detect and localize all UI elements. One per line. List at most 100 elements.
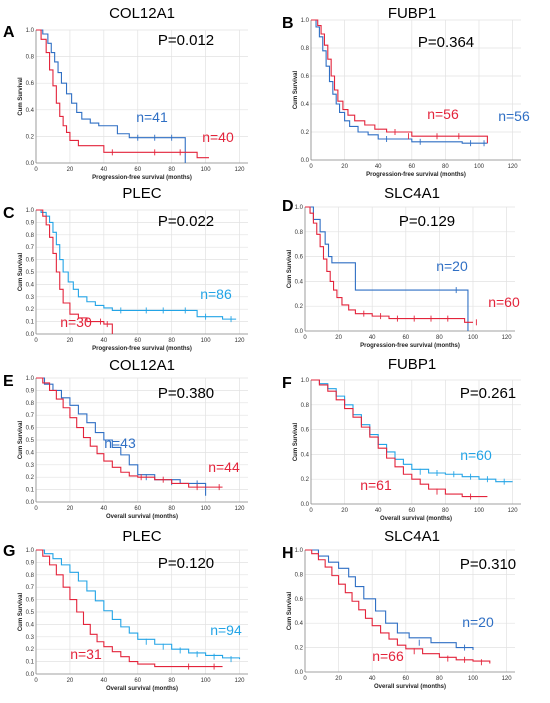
y-tick-label: 0.8 [26, 573, 35, 579]
x-tick-label: 80 [442, 508, 449, 514]
x-tick-label: 100 [474, 508, 485, 514]
y-axis-label: Cum Survival [18, 253, 24, 292]
x-tick-label: 0 [309, 164, 313, 170]
panel-c: 0 20 40 60 80 100 120 0.0 0.1 0.2 0.3 0.4 0.5 0.6 0.7 0… [3, 185, 248, 352]
y-tick-label: 0.0 [301, 158, 310, 164]
n-label: n=56 [427, 106, 459, 122]
y-axis-label: Cum Survival [287, 592, 293, 631]
x-tick-label: 20 [341, 164, 348, 170]
panel-letter: B [282, 15, 294, 32]
panel-f: 0 20 40 60 80 100 120 0.0 0.2 0.4 0.6 0.8 1.0 Overall… [282, 356, 521, 522]
x-tick-label: 80 [436, 335, 443, 341]
y-tick-label: 0.2 [26, 475, 35, 481]
panel-d: 0 20 40 60 80 100 120 0.0 0.2 0.4 0.6 0.8 1.0 Progres… [282, 185, 520, 349]
p-value: P=0.380 [158, 385, 214, 402]
p-value: P=0.129 [399, 213, 455, 230]
y-tick-label: 0.5 [26, 610, 35, 616]
x-tick-label: 60 [408, 508, 415, 514]
panel-g: 0 20 40 60 80 100 120 0.0 0.1 0.2 0.3 0.4 0.5 0.6 0.7 0… [3, 528, 248, 692]
y-tick-label: 0.7 [26, 245, 35, 251]
y-tick-label: 0.4 [26, 108, 35, 114]
y-tick-label: 1.0 [26, 208, 35, 214]
y-tick-label: 0.0 [26, 672, 35, 678]
panel-letter: F [282, 375, 292, 392]
y-tick-label: 0.6 [295, 255, 304, 261]
n-label: n=60 [460, 447, 492, 463]
chart-title: PLEC [122, 185, 161, 202]
panel-letter: E [3, 373, 14, 390]
n-label: n=61 [360, 477, 392, 493]
p-value: P=0.012 [158, 32, 214, 49]
y-tick-label: 1.0 [26, 376, 35, 382]
chart-title: SLC4A1 [384, 185, 440, 202]
x-tick-label: 0 [303, 335, 307, 341]
y-tick-label: 0.7 [26, 413, 35, 419]
y-tick-label: 1.0 [301, 18, 310, 24]
survival-curve [36, 549, 241, 660]
y-tick-label: 1.0 [295, 205, 304, 211]
y-tick-label: 0.2 [26, 134, 35, 140]
x-tick-label: 120 [502, 335, 513, 341]
x-tick-label: 20 [335, 676, 342, 682]
survival-curve [305, 206, 473, 323]
y-tick-label: 0.9 [26, 220, 35, 226]
y-tick-label: 0.0 [26, 332, 35, 338]
y-tick-label: 0.2 [301, 130, 310, 136]
chart-title: COL12A1 [109, 357, 175, 374]
panel-letter: D [282, 198, 294, 215]
n-label: n=40 [202, 129, 234, 145]
x-tick-label: 20 [341, 508, 348, 514]
x-tick-label: 40 [100, 506, 107, 512]
y-axis-label: Cum Survival [18, 593, 24, 632]
y-tick-label: 0.1 [26, 660, 35, 666]
x-tick-label: 120 [235, 338, 246, 344]
y-tick-label: 0.0 [295, 329, 304, 335]
x-tick-label: 60 [402, 676, 409, 682]
y-tick-label: 0.4 [26, 622, 35, 628]
survival-curve [311, 379, 488, 498]
y-tick-label: 0.0 [301, 502, 310, 508]
y-tick-label: 0.0 [26, 500, 35, 506]
x-tick-label: 0 [34, 167, 38, 173]
panel-letter: C [3, 205, 15, 222]
x-tick-label: 80 [168, 167, 175, 173]
x-tick-label: 100 [201, 506, 212, 512]
y-tick-label: 0.3 [26, 463, 35, 469]
x-axis-label: Overall survival (months) [106, 514, 178, 520]
y-tick-label: 0.8 [295, 572, 304, 578]
y-tick-label: 0.8 [26, 401, 35, 407]
x-tick-label: 100 [468, 335, 479, 341]
x-tick-label: 40 [100, 338, 107, 344]
y-tick-label: 0.1 [26, 488, 35, 494]
x-tick-label: 40 [375, 164, 382, 170]
x-tick-label: 100 [474, 164, 485, 170]
x-tick-label: 80 [442, 164, 449, 170]
x-tick-label: 120 [235, 167, 246, 173]
x-tick-label: 0 [309, 508, 313, 514]
y-tick-label: 1.0 [26, 28, 35, 34]
survival-curve [36, 209, 237, 320]
panel-e: 0 20 40 60 80 100 120 0.0 0.1 0.2 0.3 0.4 0.5 0.6 0.7 0… [3, 357, 248, 520]
y-tick-label: 0.4 [301, 102, 310, 108]
chart-title: SLC4A1 [384, 528, 440, 545]
y-tick-label: 0.0 [26, 161, 35, 167]
y-tick-label: 0.3 [26, 635, 35, 641]
x-tick-label: 20 [67, 506, 74, 512]
survival-curve [311, 19, 488, 144]
n-label: n=30 [60, 314, 92, 330]
x-tick-label: 0 [34, 338, 38, 344]
n-label: n=60 [488, 294, 520, 310]
x-tick-label: 60 [402, 335, 409, 341]
x-tick-label: 100 [201, 338, 212, 344]
y-tick-label: 0.8 [26, 233, 35, 239]
n-label: n=44 [208, 459, 240, 475]
n-label: n=20 [436, 258, 468, 274]
panel-h: 0 20 40 60 80 100 120 0.0 0.2 0.4 0.6 0.8 1.0 Overall… [282, 528, 516, 690]
y-axis-label: Cum Survival [293, 423, 299, 462]
p-value: P=0.120 [158, 555, 214, 572]
n-label: n=41 [136, 109, 168, 125]
survival-curve [311, 19, 488, 144]
y-tick-label: 0.2 [295, 304, 304, 310]
x-tick-label: 20 [67, 678, 74, 684]
y-tick-label: 0.6 [295, 597, 304, 603]
